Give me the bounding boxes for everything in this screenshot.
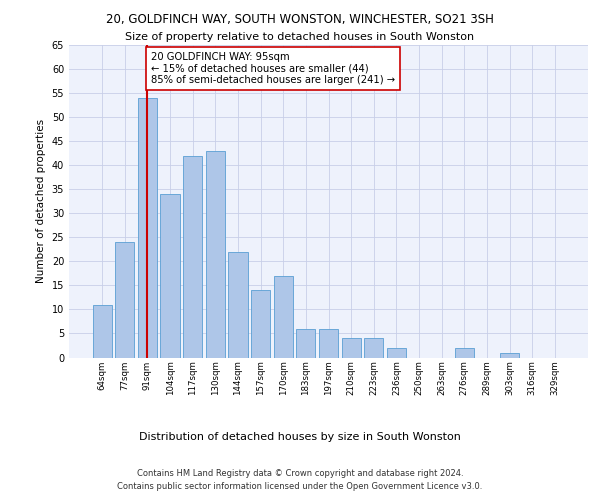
Text: 20 GOLDFINCH WAY: 95sqm
← 15% of detached houses are smaller (44)
85% of semi-de: 20 GOLDFINCH WAY: 95sqm ← 15% of detache… xyxy=(151,52,395,86)
Y-axis label: Number of detached properties: Number of detached properties xyxy=(36,119,46,284)
Bar xyxy=(455,348,474,358)
Bar xyxy=(183,156,202,358)
Bar xyxy=(115,242,134,358)
Text: 20, GOLDFINCH WAY, SOUTH WONSTON, WINCHESTER, SO21 3SH: 20, GOLDFINCH WAY, SOUTH WONSTON, WINCHE… xyxy=(106,12,494,26)
Bar xyxy=(160,194,180,358)
Bar xyxy=(500,352,519,358)
Bar xyxy=(341,338,361,357)
Bar xyxy=(206,151,225,358)
Bar xyxy=(319,328,338,358)
Text: Contains HM Land Registry data © Crown copyright and database right 2024.: Contains HM Land Registry data © Crown c… xyxy=(137,468,463,477)
Bar xyxy=(92,304,112,358)
Bar xyxy=(229,252,248,358)
Text: Size of property relative to detached houses in South Wonston: Size of property relative to detached ho… xyxy=(125,32,475,42)
Bar xyxy=(387,348,406,358)
Bar xyxy=(296,328,316,358)
Bar xyxy=(251,290,270,358)
Bar xyxy=(274,276,293,357)
Text: Distribution of detached houses by size in South Wonston: Distribution of detached houses by size … xyxy=(139,432,461,442)
Bar xyxy=(364,338,383,357)
Bar xyxy=(138,98,157,357)
Text: Contains public sector information licensed under the Open Government Licence v3: Contains public sector information licen… xyxy=(118,482,482,491)
